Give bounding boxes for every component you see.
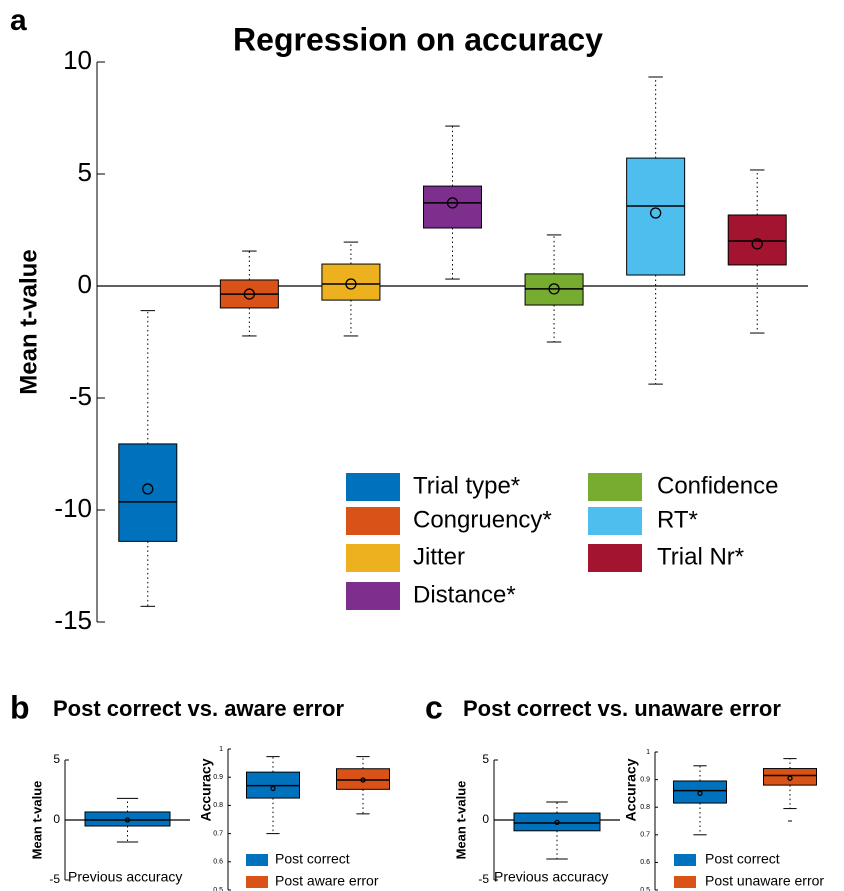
mean — [243, 288, 256, 300]
y-tick-label: 0.7 — [640, 832, 650, 839]
legend-label: RT* — [657, 506, 698, 533]
y-axis-label: Mean t-value — [15, 249, 42, 394]
legend-label: Congruency* — [413, 506, 552, 533]
y-tick-label: -10 — [54, 493, 92, 523]
y-tick-label: 5 — [482, 752, 489, 766]
legend-swatch — [346, 582, 400, 610]
box — [423, 185, 482, 229]
y-tick-label: 0 — [482, 812, 489, 826]
x-axis-label: Previous accuracy — [68, 869, 182, 885]
panel-label: a — [10, 4, 27, 37]
y-tick-label: -5 — [69, 381, 92, 411]
mean — [697, 790, 703, 797]
legend-label: Post correct — [705, 851, 780, 867]
mean — [787, 775, 793, 781]
box — [626, 157, 686, 276]
panel-label: c — [425, 689, 443, 725]
legend-label: Post unaware error — [705, 873, 824, 889]
y-tick-label: -15 — [54, 605, 92, 635]
y-tick-label: 0.8 — [213, 802, 223, 809]
legend-label: Trial Nr* — [657, 543, 744, 570]
legend-label: Distance* — [413, 581, 516, 608]
legend-swatch — [674, 854, 696, 866]
legend-label: Jitter — [413, 543, 465, 570]
mean — [548, 283, 560, 295]
y-tick-label: 0 — [78, 269, 92, 299]
panel-title: Post correct vs. aware error — [53, 696, 344, 721]
y-tick-label: 1 — [219, 746, 223, 753]
x-axis-label: Previous accuracy — [494, 869, 608, 885]
y-tick-label: 0.5 — [213, 887, 223, 891]
legend-swatch — [588, 507, 642, 535]
legend-swatch — [588, 544, 642, 572]
y-tick-label: 0.9 — [213, 774, 223, 781]
box — [727, 214, 787, 266]
y-tick-label: 1 — [646, 749, 650, 756]
mean — [345, 278, 357, 290]
mean — [446, 197, 459, 209]
mean — [360, 777, 366, 783]
box — [513, 812, 601, 832]
y-axis-label: Mean t-value — [453, 781, 468, 860]
mean — [270, 785, 276, 792]
y-tick-label: 0.8 — [640, 804, 650, 811]
y-tick-label: 0.7 — [213, 830, 223, 837]
mean — [554, 819, 560, 826]
y-tick-label: 5 — [53, 752, 60, 766]
panel-label: b — [10, 689, 30, 725]
y-tick-label: 5 — [78, 157, 92, 187]
y-tick-label: 0 — [53, 812, 60, 826]
legend-label: Post aware error — [275, 873, 379, 889]
panel-title: Post correct vs. unaware error — [463, 696, 781, 721]
y-tick-label: 0.5 — [640, 887, 650, 891]
y-tick-label: -5 — [49, 872, 60, 886]
y-axis-label: Mean t-value — [29, 781, 44, 860]
box — [118, 443, 178, 542]
mean — [751, 238, 763, 250]
legend-swatch — [674, 876, 696, 888]
box — [321, 263, 381, 301]
legend-swatch — [346, 473, 400, 501]
legend-label: Confidence — [657, 472, 778, 499]
box — [336, 768, 390, 790]
y-tick-label: 0.6 — [640, 859, 650, 866]
legend-swatch — [346, 544, 400, 572]
legend-label: Trial type* — [413, 472, 520, 499]
legend-swatch — [588, 473, 642, 501]
mean — [142, 483, 154, 495]
mean — [649, 207, 662, 219]
legend-label: Post correct — [275, 851, 350, 867]
box — [84, 811, 171, 827]
y-tick-label: -5 — [478, 872, 489, 886]
mean — [124, 817, 131, 823]
y-axis-label: Accuracy — [623, 758, 639, 821]
y-tick-label: 0.6 — [213, 859, 223, 866]
legend-swatch — [346, 507, 400, 535]
panel-title: Regression on accuracy — [233, 21, 603, 57]
legend-swatch — [246, 854, 268, 866]
y-axis-label: Accuracy — [198, 758, 214, 821]
y-tick-label: 0.9 — [640, 776, 650, 783]
y-tick-label: 10 — [63, 45, 92, 75]
legend-swatch — [246, 876, 268, 888]
